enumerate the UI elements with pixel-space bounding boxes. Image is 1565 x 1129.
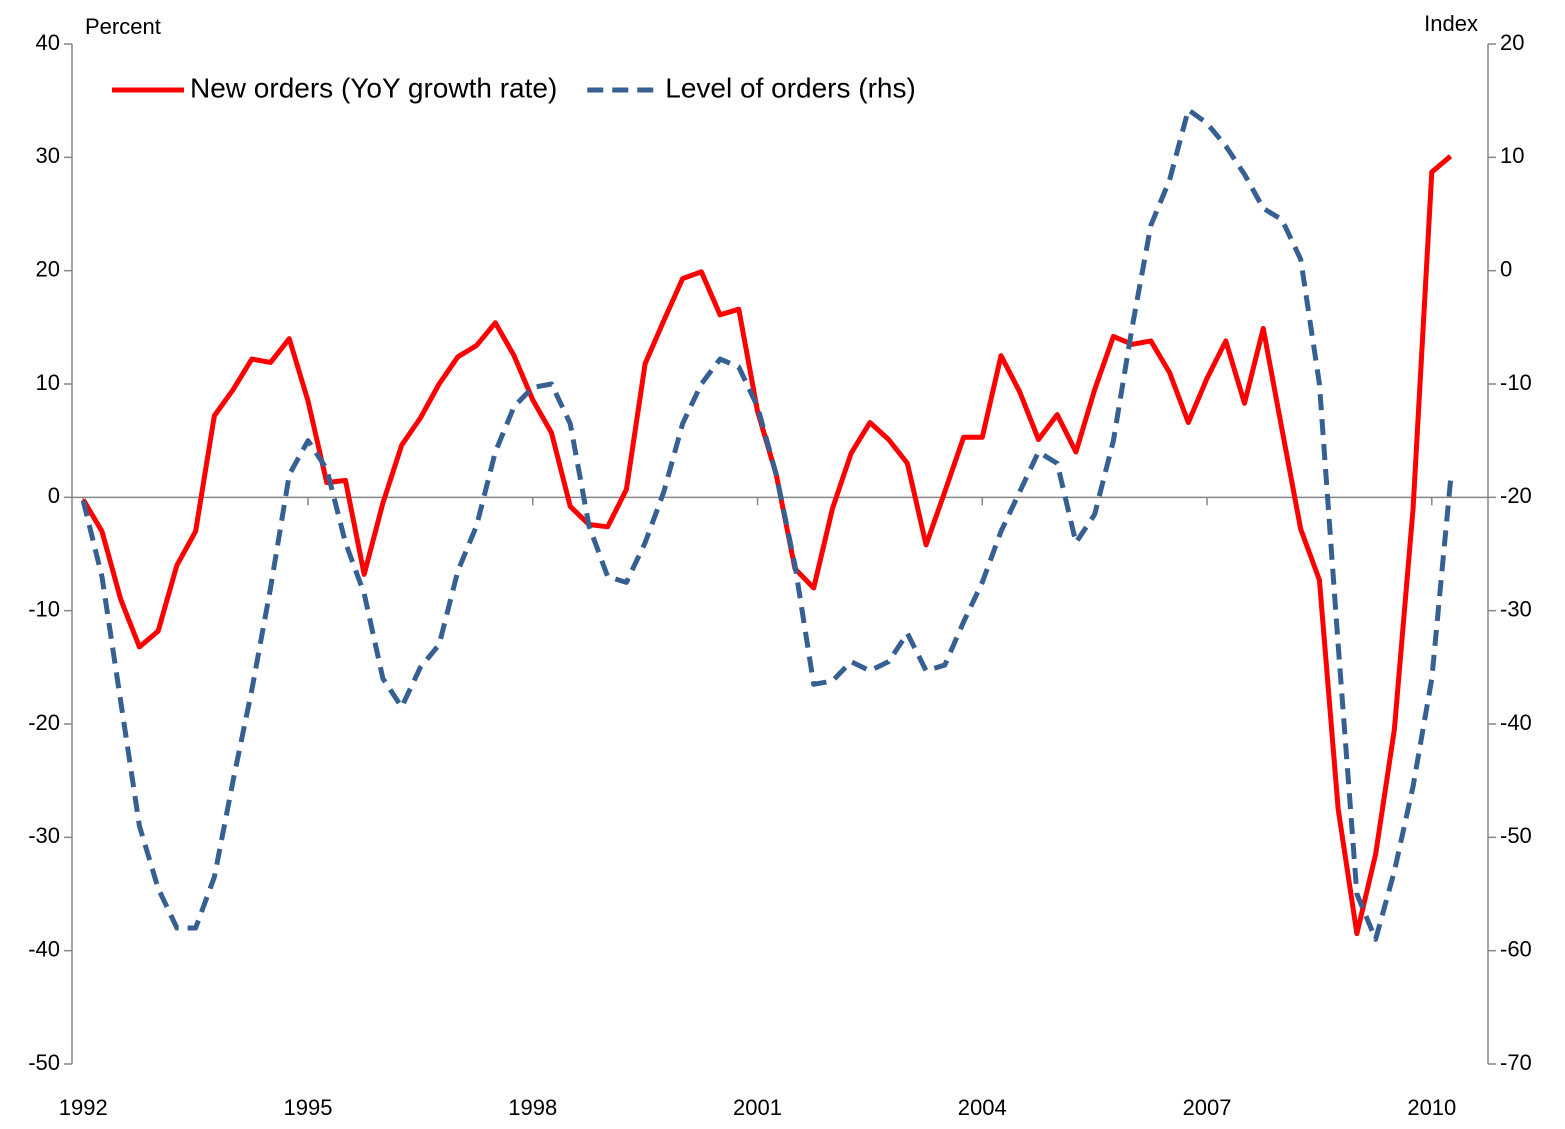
x-tick-label: 2001	[733, 1095, 782, 1120]
x-tick-label: 2010	[1407, 1095, 1456, 1120]
y2-tick-label: -50	[1500, 823, 1532, 848]
y-tick-label: 20	[36, 256, 60, 281]
y-tick-label: -10	[28, 596, 60, 621]
y-tick-label: 10	[36, 370, 60, 395]
y-tick-label: -30	[28, 823, 60, 848]
y2-tick-label: -60	[1500, 936, 1532, 961]
y-tick-label: -40	[28, 936, 60, 961]
x-tick-label: 2007	[1183, 1095, 1232, 1120]
y2-tick-label: -40	[1500, 710, 1532, 735]
y2-tick-label: 20	[1500, 30, 1524, 55]
x-tick-label: 2004	[958, 1095, 1007, 1120]
y2-tick-label: -30	[1500, 596, 1532, 621]
y2-tick-label: 0	[1500, 256, 1512, 281]
y-tick-label: 40	[36, 30, 60, 55]
series-line	[81, 154, 1453, 937]
x-tick-label: 1995	[284, 1095, 333, 1120]
legend-label: New orders (YoY growth rate)	[190, 72, 557, 103]
y-axis-label: Percent	[85, 14, 161, 39]
x-tick-label: 1992	[59, 1095, 108, 1120]
y2-tick-label: -70	[1500, 1050, 1532, 1075]
y2-tick-label: 10	[1500, 143, 1524, 168]
x-tick-label: 1998	[508, 1095, 557, 1120]
y-tick-label: -50	[28, 1050, 60, 1075]
y2-tick-label: -20	[1500, 483, 1532, 508]
y-tick-label: 30	[36, 143, 60, 168]
y-tick-label: -20	[28, 710, 60, 735]
y2-tick-label: -10	[1500, 370, 1532, 395]
y2-axis-label: Index	[1424, 11, 1478, 36]
series-line	[80, 107, 1454, 942]
y-tick-label: 0	[48, 483, 60, 508]
legend-label: Level of orders (rhs)	[665, 72, 916, 103]
